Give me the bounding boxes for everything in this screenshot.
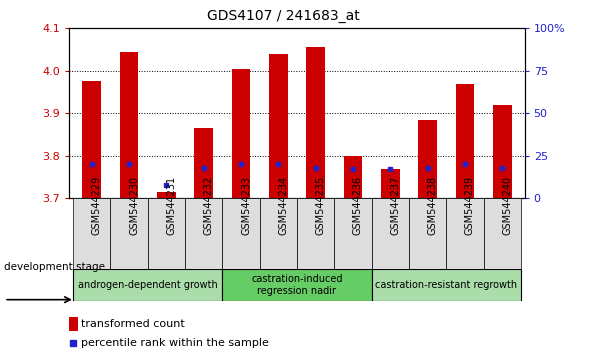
Text: GSM544230: GSM544230: [129, 176, 139, 235]
Bar: [456, 84, 474, 198]
Text: development stage: development stage: [4, 263, 105, 273]
Bar: [148, 198, 185, 269]
Bar: [306, 47, 325, 198]
Bar: [381, 169, 400, 198]
Bar: [120, 52, 138, 198]
Text: castration-induced
regression nadir: castration-induced regression nadir: [251, 274, 343, 296]
Text: GDS4107 / 241683_at: GDS4107 / 241683_at: [207, 9, 360, 23]
Text: GSM544240: GSM544240: [502, 176, 512, 235]
Bar: [69, 317, 78, 331]
Bar: [223, 198, 260, 269]
Bar: [110, 198, 148, 269]
Bar: [484, 198, 521, 269]
Text: androgen-dependent growth: androgen-dependent growth: [78, 280, 218, 290]
Bar: [194, 128, 213, 198]
Bar: [409, 198, 446, 269]
Text: castration-resistant regrowth: castration-resistant regrowth: [375, 280, 517, 290]
Text: GSM544235: GSM544235: [315, 176, 326, 235]
Bar: [344, 156, 362, 198]
Bar: [157, 192, 175, 198]
Text: GSM544232: GSM544232: [204, 176, 213, 235]
Text: GSM544239: GSM544239: [465, 176, 475, 235]
Bar: [232, 69, 250, 198]
Bar: [446, 198, 484, 269]
Bar: [73, 198, 110, 269]
Bar: [334, 198, 371, 269]
Bar: [185, 198, 223, 269]
Bar: [73, 269, 223, 301]
Text: GSM544238: GSM544238: [428, 176, 438, 235]
Text: GSM544236: GSM544236: [353, 176, 363, 235]
Text: GSM544234: GSM544234: [279, 176, 288, 235]
Bar: [371, 198, 409, 269]
Bar: [418, 120, 437, 198]
Bar: [371, 269, 521, 301]
Text: GSM544233: GSM544233: [241, 176, 251, 235]
Bar: [260, 198, 297, 269]
Text: GSM544237: GSM544237: [390, 176, 400, 235]
Text: GSM544229: GSM544229: [92, 176, 102, 235]
Text: transformed count: transformed count: [81, 319, 185, 329]
Bar: [297, 198, 334, 269]
Bar: [223, 269, 371, 301]
Bar: [269, 54, 288, 198]
Text: percentile rank within the sample: percentile rank within the sample: [81, 338, 268, 348]
Bar: [493, 105, 511, 198]
Bar: [83, 81, 101, 198]
Text: GSM544231: GSM544231: [166, 176, 176, 235]
